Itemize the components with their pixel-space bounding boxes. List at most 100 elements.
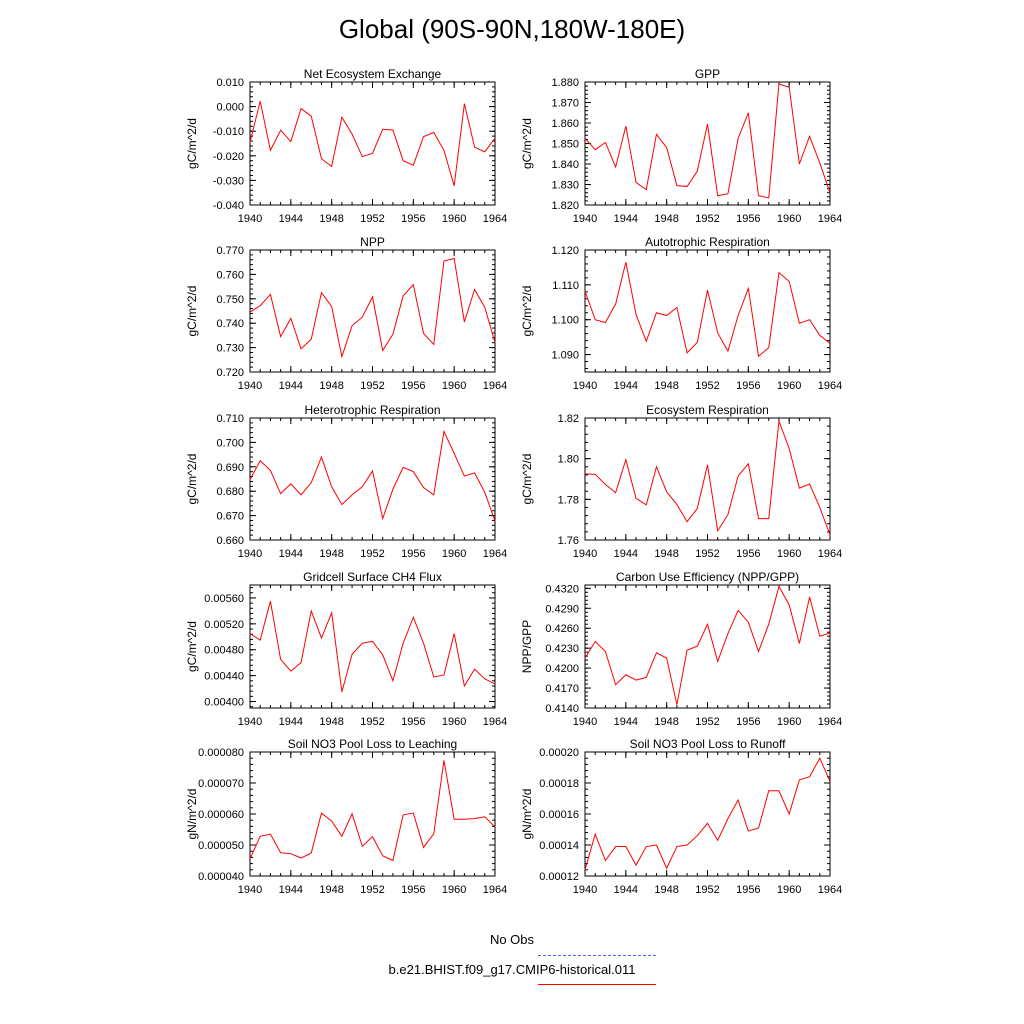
chart-2-title: GPP — [695, 67, 720, 81]
chart-7-ytick-label: 0.00560 — [204, 593, 244, 605]
chart-2-ytick-label: 1.840 — [551, 159, 579, 171]
chart-6-xtick-label: 1948 — [654, 548, 678, 560]
chart-6-xtick-label: 1964 — [818, 548, 842, 560]
chart-9-ytick-label: 0.000070 — [198, 778, 244, 790]
chart-8-xtick-label: 1940 — [573, 716, 597, 728]
chart-3-xtick-label: 1960 — [442, 380, 466, 392]
chart-5-ytick-label: 0.660 — [216, 535, 244, 547]
chart-4-frame — [584, 249, 831, 373]
chart-8-ylabel: NPP/GPP — [520, 620, 534, 673]
chart-9-xtick-label: 1956 — [401, 884, 425, 896]
chart-5-xtick-label: 1944 — [279, 548, 303, 560]
chart-9-xtick-label: 1960 — [442, 884, 466, 896]
chart-3-ytick-label: 0.750 — [216, 294, 244, 306]
chart-8-ytick-label: 0.4260 — [545, 623, 579, 635]
chart-9-frame — [249, 751, 496, 877]
chart-7-xtick-label: 1964 — [483, 716, 507, 728]
chart-5-ytick-label: 0.670 — [216, 511, 244, 523]
chart-7-xtick-label: 1940 — [238, 716, 262, 728]
chart-4-ytick-label: 1.090 — [551, 350, 579, 362]
chart-2-xtick-label: 1948 — [654, 213, 678, 225]
chart-2-xtick-label: 1956 — [736, 213, 760, 225]
chart-1-title: Net Ecosystem Exchange — [304, 67, 442, 81]
chart-7-frame — [249, 584, 496, 709]
chart-3-ytick-label: 0.760 — [216, 269, 244, 281]
chart-10-ylabel: gN/m^2/d — [520, 789, 534, 840]
chart-6-ytick-label: 1.78 — [558, 494, 579, 506]
chart-10-series-line — [584, 757, 831, 870]
chart-7-xtick-label: 1948 — [319, 716, 343, 728]
page-title: Global (90S-90N,180W-180E) — [338, 14, 686, 44]
chart-1-xtick-label: 1948 — [319, 213, 343, 225]
chart-1-ytick-label: -0.030 — [213, 175, 244, 187]
chart-9-ytick-label: 0.000080 — [198, 747, 244, 759]
chart-3-series-line — [249, 257, 496, 359]
chart-8-xtick-label: 1952 — [695, 716, 719, 728]
chart-9-xtick-label: 1944 — [279, 884, 303, 896]
chart-4-xtick-label: 1948 — [654, 380, 678, 392]
chart-8-xtick-label: 1944 — [614, 716, 638, 728]
chart-6-ytick-label: 1.80 — [558, 454, 579, 466]
chart-5-ylabel: gC/m^2/d — [185, 454, 199, 505]
chart-6-ytick-label: 1.82 — [558, 413, 579, 425]
chart-1-ytick-label: -0.020 — [213, 151, 244, 163]
chart-7-xtick-label: 1944 — [279, 716, 303, 728]
chart-10-xtick-label: 1948 — [654, 884, 678, 896]
chart-6-frame — [584, 417, 831, 541]
chart-10-xtick-label: 1964 — [818, 884, 842, 896]
chart-5-xtick-label: 1952 — [360, 548, 384, 560]
chart-4-xtick-label: 1940 — [573, 380, 597, 392]
chart-10-ytick-label: 0.00014 — [539, 840, 579, 852]
chart-1-frame — [249, 81, 496, 206]
chart-10-xtick-label: 1956 — [736, 884, 760, 896]
chart-1-xtick-label: 1940 — [238, 213, 262, 225]
chart-8-frame — [584, 584, 831, 709]
chart-9-xtick-label: 1964 — [483, 884, 507, 896]
chart-7-ytick-label: 0.00400 — [204, 697, 244, 709]
chart-2-xtick-label: 1964 — [818, 213, 842, 225]
chart-10-title: Soil NO3 Pool Loss to Runoff — [630, 737, 787, 751]
chart-3-ylabel: gC/m^2/d — [185, 286, 199, 337]
chart-9-ylabel: gN/m^2/d — [185, 789, 199, 840]
chart-9-xtick-label: 1948 — [319, 884, 343, 896]
chart-2-ylabel: gC/m^2/d — [520, 118, 534, 169]
chart-4-xtick-label: 1944 — [614, 380, 638, 392]
chart-4-ytick-label: 1.100 — [551, 315, 579, 327]
chart-6-xtick-label: 1952 — [695, 548, 719, 560]
chart-2-xtick-label: 1944 — [614, 213, 638, 225]
chart-4-xtick-label: 1952 — [695, 380, 719, 392]
chart-6-xtick-label: 1956 — [736, 548, 760, 560]
chart-1-ytick-label: 0.010 — [216, 77, 244, 89]
chart-2-xtick-label: 1952 — [695, 213, 719, 225]
chart-4-xtick-label: 1960 — [777, 380, 801, 392]
chart-1-xtick-label: 1956 — [401, 213, 425, 225]
chart-8-ytick-label: 0.4170 — [545, 683, 579, 695]
chart-7-ylabel: gC/m^2/d — [185, 621, 199, 672]
chart-6-xtick-label: 1944 — [614, 548, 638, 560]
chart-5-xtick-label: 1948 — [319, 548, 343, 560]
chart-4-xtick-label: 1956 — [736, 380, 760, 392]
chart-9-ytick-label: 0.000040 — [198, 871, 244, 883]
chart-8-ytick-label: 0.4140 — [545, 703, 579, 715]
chart-9-ytick-label: 0.000050 — [198, 840, 244, 852]
chart-8-xtick-label: 1960 — [777, 716, 801, 728]
chart-3-ytick-label: 0.730 — [216, 343, 244, 355]
chart-4-series-line — [584, 262, 831, 358]
chart-7-series-line — [249, 601, 496, 692]
chart-6-ytick-label: 1.76 — [558, 535, 579, 547]
chart-5-frame — [249, 417, 496, 541]
chart-7-xtick-label: 1960 — [442, 716, 466, 728]
chart-8-xtick-label: 1964 — [818, 716, 842, 728]
chart-7-ytick-label: 0.00520 — [204, 619, 244, 631]
chart-9-xtick-label: 1940 — [238, 884, 262, 896]
chart-1-xtick-label: 1944 — [279, 213, 303, 225]
chart-1-ytick-label: 0.000 — [216, 102, 244, 114]
chart-8-xtick-label: 1956 — [736, 716, 760, 728]
chart-3-xtick-label: 1952 — [360, 380, 384, 392]
chart-2-xtick-label: 1960 — [777, 213, 801, 225]
chart-5-ytick-label: 0.690 — [216, 462, 244, 474]
legend-obs-label: No Obs — [489, 932, 535, 947]
chart-2-ytick-label: 1.870 — [551, 98, 579, 110]
chart-6-title: Ecosystem Respiration — [646, 403, 769, 417]
